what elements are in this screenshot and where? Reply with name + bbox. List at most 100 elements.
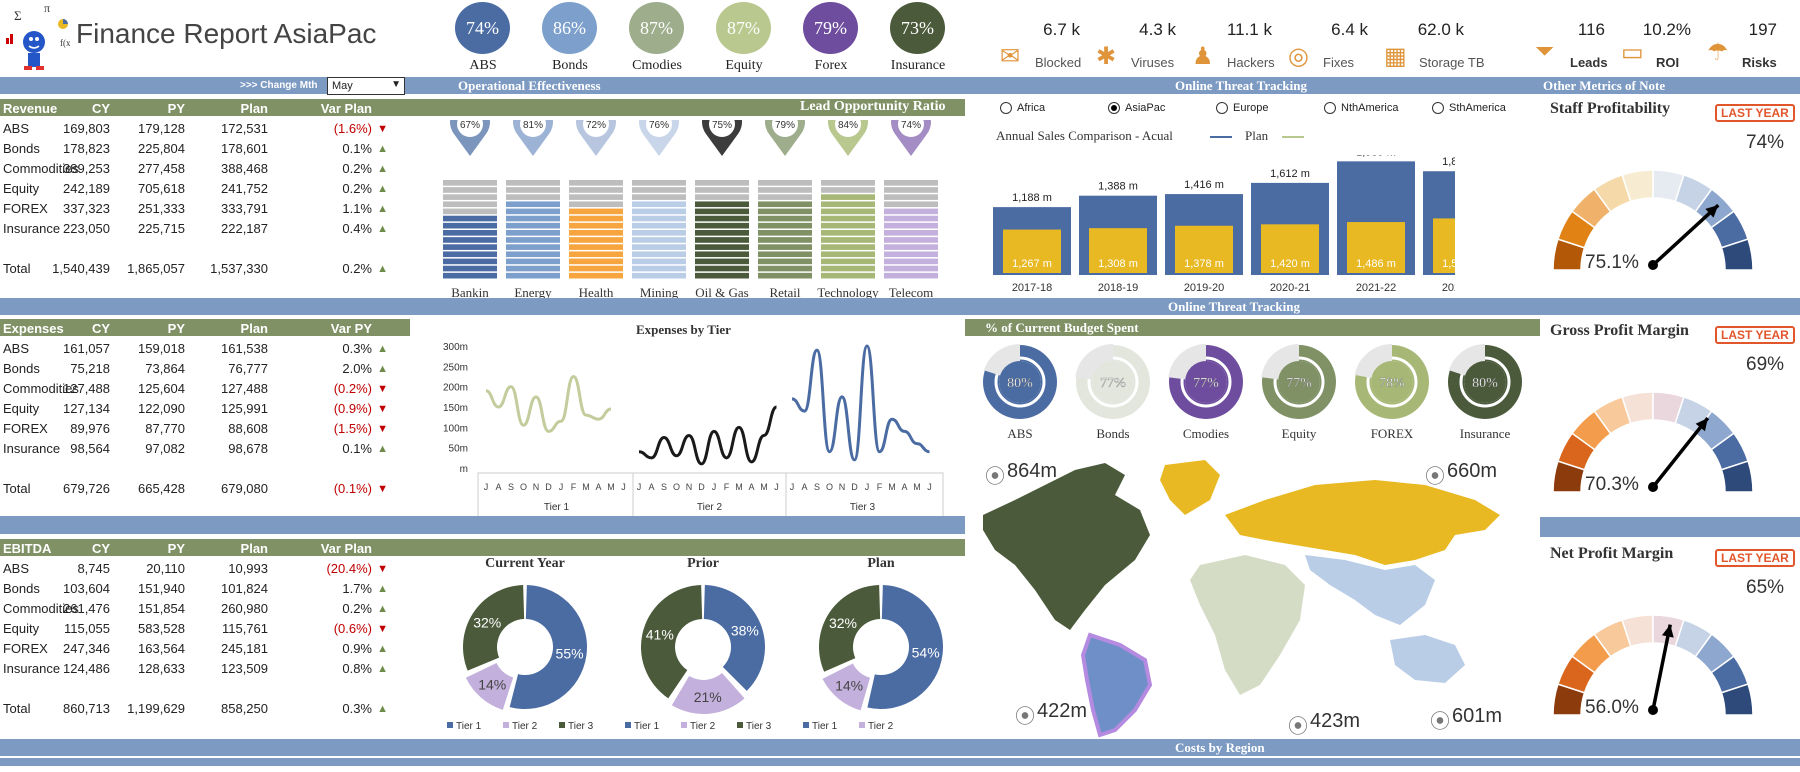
threat-stat-value: 6.4 k: [1331, 20, 1368, 39]
region-radio-sthamerica[interactable]: SthAmerica: [1432, 102, 1506, 114]
threat-stat-label: Hackers: [1227, 55, 1275, 70]
threat-stat-label: Viruses: [1131, 55, 1175, 70]
donut-label: Cmodies: [1183, 426, 1229, 441]
region-radio-africa[interactable]: Africa: [1000, 102, 1045, 114]
table-cell: 245,181: [221, 641, 268, 656]
table-row: Bonds 103,604 151,940 101,824 1.7% ▲: [0, 579, 410, 599]
x-tick-label: 2017-18: [1012, 282, 1052, 294]
other-metrics-header: Other Metrics of Note: [1543, 78, 1666, 93]
pie-title: Plan: [867, 556, 894, 571]
bar-segment: [884, 230, 938, 236]
bar-segment: [506, 272, 560, 279]
lifebuoy-icon: ◎: [1288, 43, 1309, 70]
table-cell: 151,940: [138, 581, 185, 596]
arrow-up-icon: ▲: [377, 703, 388, 715]
y-tick-label: 150m: [443, 403, 468, 414]
table-cell: 128,633: [138, 661, 185, 676]
table-cell: Total: [3, 261, 31, 276]
legend-label: Tier 2: [512, 721, 538, 732]
bar-segment: [695, 251, 749, 258]
kpi-bubble-label: Insurance: [890, 58, 946, 73]
bar-segment: [884, 187, 938, 193]
legend-swatch: [625, 722, 631, 728]
map-pin-icon: ⦿: [1015, 706, 1035, 728]
table-cell: 122,090: [138, 401, 185, 416]
bar-segment: [884, 180, 938, 186]
bar-segment: [758, 237, 812, 243]
radio-dot: [1324, 102, 1336, 114]
pin-center: [772, 120, 798, 137]
bar-segment: [821, 194, 875, 200]
donut-pct: 80%: [1007, 376, 1033, 391]
bar-segment: [695, 230, 749, 236]
month-tick: D: [545, 482, 552, 492]
table-cell: 161,538: [221, 341, 268, 356]
tier-panel-label: Tier 3: [850, 502, 876, 513]
budget-spent-header: % of Current Budget Spent: [985, 320, 1139, 335]
budget-donut: 77% Equity: [1261, 344, 1336, 441]
table-cell: 125,604: [138, 381, 185, 396]
region-radio-europe[interactable]: Europe: [1216, 102, 1268, 114]
table-header-cell: CY: [91, 541, 110, 556]
month-tick: S: [661, 482, 667, 492]
table-cell: 1.1%: [342, 201, 372, 216]
bar-segment: [695, 237, 749, 243]
table-cell: 260,980: [221, 601, 268, 616]
table-cell: (0.9%): [333, 401, 372, 416]
budget-donut-row: 80% ABS 77% Bonds 77% Cmodies 77% Equity 78% FORE…: [983, 344, 1522, 441]
table-row: Bonds 178,823 225,804 178,601 0.1% ▲: [0, 139, 410, 159]
bar-segment: [758, 222, 812, 229]
month-select[interactable]: May ▼: [327, 77, 405, 95]
month-tick: M: [913, 482, 921, 492]
month-tick: M: [735, 482, 743, 492]
month-tick: F: [877, 482, 883, 492]
region-radio-asiapac[interactable]: AsiaPac: [1108, 102, 1165, 114]
radio-label: Africa: [1017, 102, 1046, 114]
arrow-up-icon: ▲: [377, 603, 388, 615]
table-cell: Equity: [3, 401, 40, 416]
arrow-down-icon: ▼: [377, 403, 388, 415]
bar-segment: [758, 187, 812, 193]
table-cell: Insurance: [3, 221, 61, 236]
donut-inner: [1464, 361, 1506, 403]
table-row: Insurance 124,486 128,633 123,509 0.8% ▲: [0, 659, 410, 679]
lead-pin-label: Mining: [640, 285, 679, 300]
kpi-bubble: 79%: [803, 2, 858, 54]
costs-by-region-header: Costs by Region: [1175, 740, 1265, 755]
bar-segment: [884, 201, 938, 208]
bar-segment: [884, 237, 938, 243]
legend-swatch: [859, 722, 865, 728]
bar-segment: [443, 208, 497, 215]
month-tick: A: [595, 482, 601, 492]
pie-slice: [463, 585, 525, 671]
lead-pin-label: Energy: [514, 285, 552, 300]
table-cell: FOREX: [3, 421, 48, 436]
table-header-row: EBITDA CY PY Plan Var Plan: [0, 539, 410, 559]
operational-header: Operational Effectiveness: [458, 78, 601, 93]
bar-segment: [569, 208, 623, 215]
legend-swatch: [447, 722, 453, 728]
bar-segment: [632, 222, 686, 229]
region-radio-nthamerica[interactable]: NthAmerica: [1324, 102, 1398, 114]
bar-segment: [884, 208, 938, 215]
plan-data-label: 1,267 m: [1012, 258, 1052, 270]
lead-pin-pct: 67%: [460, 120, 480, 131]
x-tick-label: 2019-20: [1184, 282, 1224, 294]
table-cell: 127,488: [63, 381, 110, 396]
bar-segment: [632, 272, 686, 279]
table-cell: FOREX: [3, 201, 48, 216]
table-header-cell: Plan: [240, 321, 268, 336]
y-tick-label: 250m: [443, 362, 468, 373]
table-cell: 178,601: [221, 141, 268, 156]
pin-center: [835, 120, 861, 137]
month-tick: N: [686, 482, 693, 492]
table-row: ABS 8,745 20,110 10,993 (20.4%) ▼: [0, 559, 410, 579]
map-region-australia: [1390, 635, 1465, 683]
table-cell: 103,604: [63, 581, 110, 596]
budget-donut: 80% Insurance: [1448, 344, 1522, 441]
kpi-bubble: 87%: [716, 2, 771, 54]
table-cell: 98,678: [228, 441, 268, 456]
table-header-cell: Plan: [240, 101, 268, 116]
pie-slice-label: 32%: [473, 615, 501, 631]
table-row: Insurance 223,050 225,715 222,187 0.4% ▲: [0, 219, 410, 239]
